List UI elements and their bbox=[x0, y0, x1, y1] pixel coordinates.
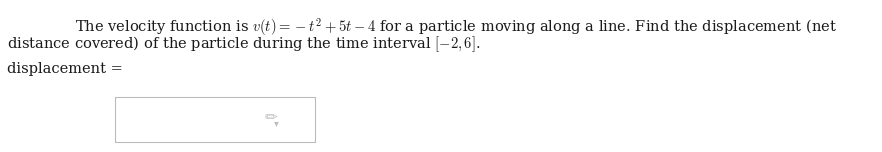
Text: The velocity function is $v(t) = -t^2 + 5t - 4$ for a particle moving along a li: The velocity function is $v(t) = -t^2 + … bbox=[75, 16, 837, 38]
Bar bbox=[115, 97, 315, 142]
Text: ▾: ▾ bbox=[273, 118, 279, 128]
Text: distance covered) of the particle during the time interval $[-2, 6]$.: distance covered) of the particle during… bbox=[7, 34, 481, 54]
Text: displacement =: displacement = bbox=[7, 62, 123, 76]
Text: ✏: ✏ bbox=[265, 110, 277, 125]
